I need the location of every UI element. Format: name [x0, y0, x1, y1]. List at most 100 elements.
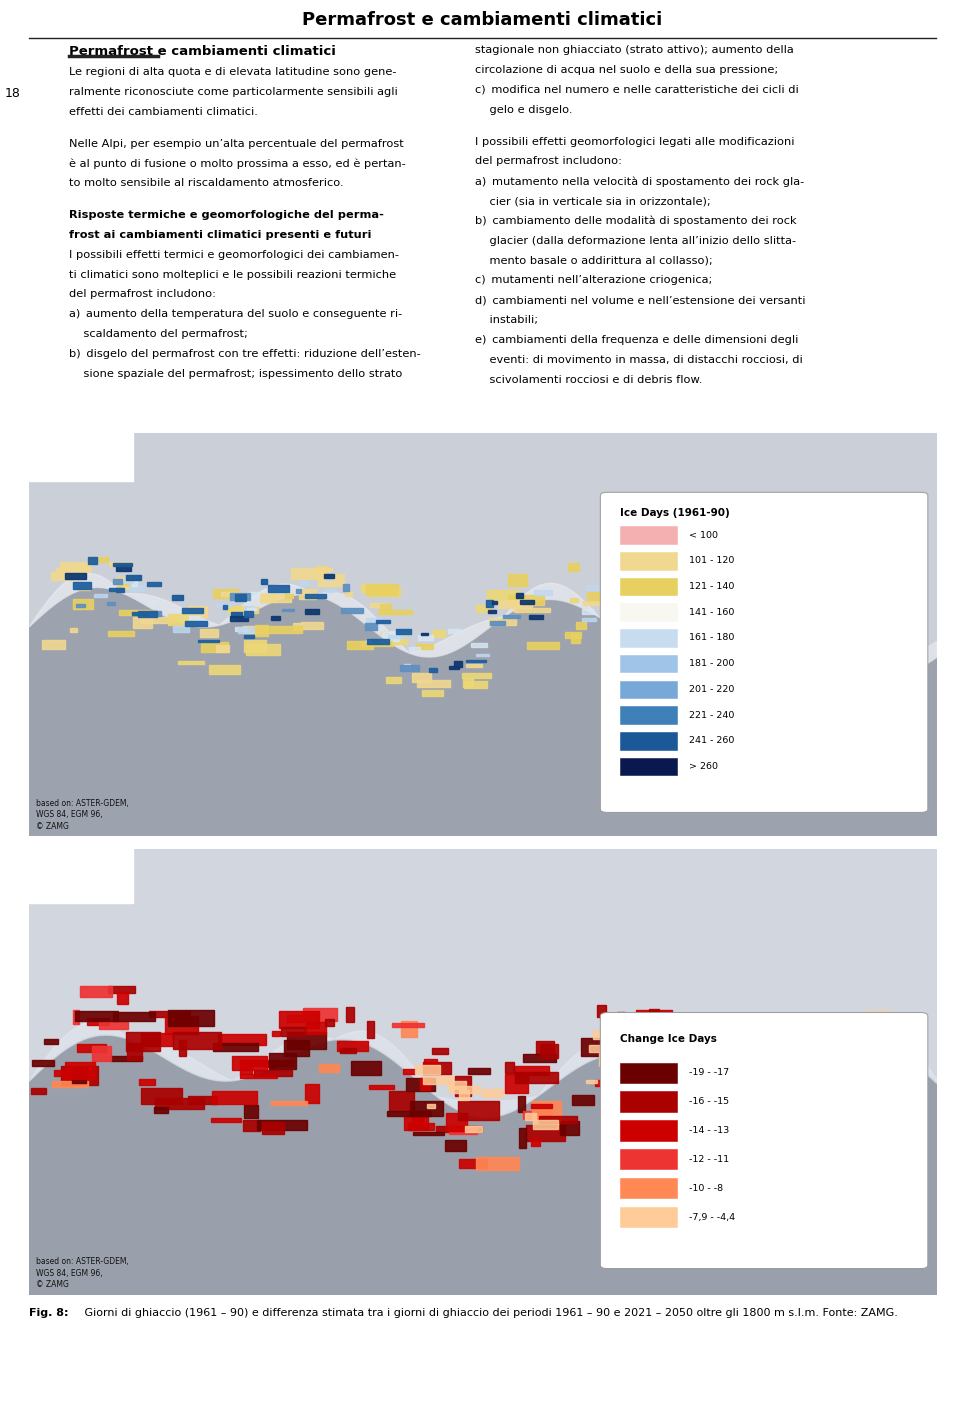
Bar — [519, 601, 535, 604]
Bar — [393, 636, 398, 641]
Bar — [400, 666, 420, 672]
Bar — [454, 660, 462, 667]
Bar — [459, 1158, 487, 1168]
Bar — [247, 593, 259, 598]
Bar — [771, 611, 780, 617]
Bar — [235, 626, 247, 631]
Bar — [779, 1102, 805, 1113]
Bar — [752, 615, 768, 624]
Bar — [380, 604, 392, 612]
Text: Permafrost e cambiamenti climatici: Permafrost e cambiamenti climatici — [302, 11, 662, 28]
Bar — [172, 594, 182, 600]
Bar — [467, 663, 482, 667]
Bar — [464, 682, 487, 689]
Bar — [629, 1024, 660, 1034]
Bar — [426, 1103, 436, 1109]
Bar — [122, 579, 133, 583]
Bar — [789, 1094, 801, 1110]
Bar — [173, 1033, 222, 1050]
Bar — [820, 1075, 850, 1088]
Bar — [716, 1116, 733, 1120]
Bar — [617, 1012, 625, 1020]
Bar — [213, 588, 237, 598]
Bar — [76, 1068, 86, 1078]
Bar — [703, 626, 725, 632]
Bar — [663, 1046, 695, 1057]
Bar — [254, 625, 268, 636]
Bar — [262, 1122, 284, 1133]
Text: c) mutamenti nell’alterazione criogenica;: c) mutamenti nell’alterazione criogenica… — [475, 275, 712, 285]
Bar — [150, 1010, 190, 1017]
Bar — [366, 618, 382, 622]
Text: 181 - 200: 181 - 200 — [689, 659, 734, 669]
Bar — [243, 626, 266, 634]
Bar — [231, 605, 246, 612]
Bar — [216, 645, 229, 652]
Bar — [361, 584, 389, 593]
Bar — [51, 571, 73, 580]
Text: mento basale o addirittura al collasso);: mento basale o addirittura al collasso); — [475, 255, 713, 265]
Bar — [231, 1055, 267, 1070]
Bar — [519, 1129, 526, 1147]
Bar — [681, 643, 694, 648]
Bar — [643, 1108, 686, 1112]
Bar — [570, 634, 581, 643]
Bar — [704, 1047, 733, 1067]
Bar — [423, 1062, 451, 1074]
Bar — [189, 617, 200, 622]
Bar — [685, 617, 699, 621]
Bar — [505, 1061, 515, 1072]
Bar — [700, 663, 736, 670]
Bar — [243, 1120, 260, 1132]
Bar — [682, 1086, 715, 1095]
Bar — [116, 566, 131, 571]
Bar — [284, 1040, 309, 1057]
Bar — [75, 1012, 118, 1022]
Text: > 260: > 260 — [689, 762, 718, 772]
Text: Permafrost e cambiamenti climatici: Permafrost e cambiamenti climatici — [69, 45, 336, 58]
Bar — [324, 574, 334, 577]
Bar — [247, 643, 279, 655]
Bar — [261, 594, 277, 601]
Bar — [314, 567, 332, 571]
Text: 18: 18 — [5, 86, 21, 100]
Bar — [853, 1047, 899, 1057]
Bar — [605, 1037, 654, 1051]
Bar — [404, 663, 411, 669]
Text: I possibili effetti termici e geomorfologici dei cambiamen-: I possibili effetti termici e geomorfolo… — [69, 250, 399, 260]
Bar — [819, 639, 836, 648]
Bar — [516, 593, 523, 598]
Bar — [509, 595, 543, 604]
Bar — [173, 626, 189, 632]
Bar — [487, 600, 492, 607]
Bar — [793, 628, 804, 631]
Bar — [852, 1022, 889, 1030]
Text: del permafrost includono:: del permafrost includono: — [475, 157, 622, 166]
Bar — [179, 660, 204, 665]
Bar — [393, 1023, 424, 1027]
Bar — [872, 669, 891, 677]
Bar — [31, 1088, 46, 1095]
Bar — [471, 643, 487, 646]
Bar — [365, 624, 377, 629]
Bar — [710, 612, 720, 617]
Bar — [201, 642, 228, 652]
Bar — [833, 1061, 847, 1074]
Bar — [446, 1113, 467, 1132]
Bar — [866, 1026, 893, 1038]
Bar — [376, 619, 390, 624]
Bar — [306, 1022, 326, 1034]
FancyBboxPatch shape — [600, 492, 927, 813]
Bar — [221, 593, 252, 597]
Bar — [737, 1094, 759, 1101]
Bar — [341, 1048, 356, 1054]
Bar — [444, 1140, 467, 1151]
Bar — [449, 666, 459, 669]
Bar — [799, 635, 810, 641]
Bar — [516, 1072, 558, 1082]
Bar — [52, 1081, 87, 1086]
Bar — [60, 1067, 98, 1085]
Bar — [870, 650, 886, 655]
FancyBboxPatch shape — [600, 1013, 927, 1268]
Text: circolazione di acqua nel suolo e della sua pressione;: circolazione di acqua nel suolo e della … — [475, 65, 779, 75]
